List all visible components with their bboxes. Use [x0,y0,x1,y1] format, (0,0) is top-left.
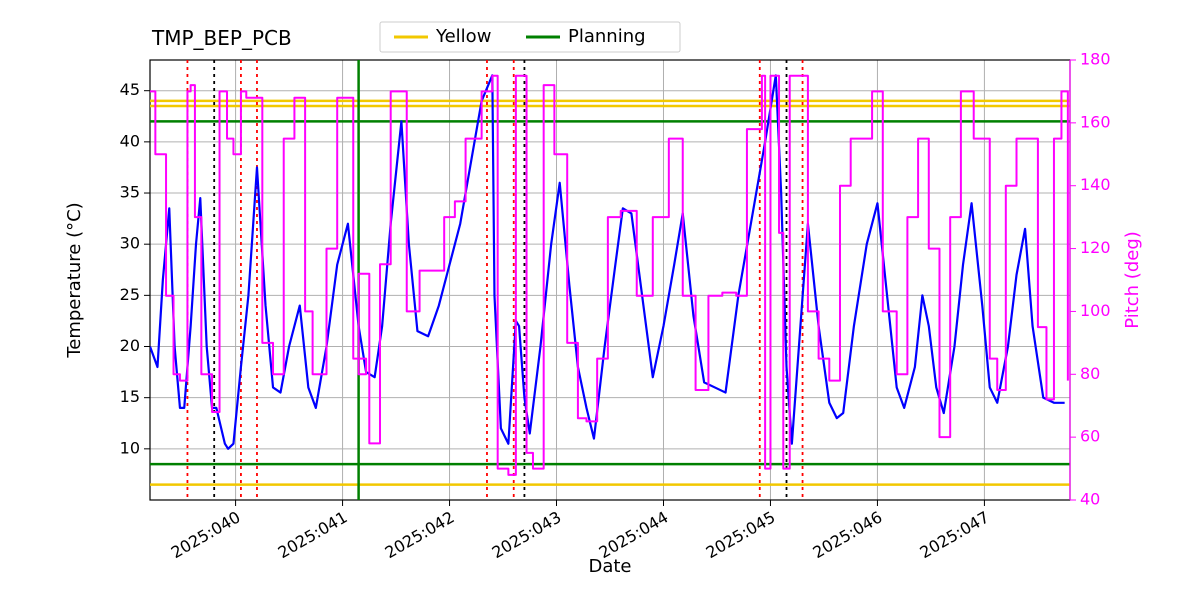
y-right-axis-label: Pitch (deg) [1122,231,1143,329]
legend-label: Yellow [435,26,491,47]
y-left-tick-label: 15 [120,387,140,406]
x-axis-label: Date [588,556,631,577]
y-left-tick-label: 25 [120,285,140,304]
y-left-tick-label: 10 [120,438,140,457]
y-left-tick-label: 20 [120,336,140,355]
y-right-tick-label: 100 [1080,301,1111,320]
y-left-tick-label: 35 [120,183,140,202]
y-left-tick-label: 40 [120,131,140,150]
y-left-tick-label: 45 [120,80,140,99]
y-right-tick-label: 60 [1080,427,1100,446]
y-right-tick-label: 180 [1080,50,1111,69]
y-right-tick-label: 140 [1080,175,1111,194]
y-right-tick-label: 160 [1080,112,1111,131]
legend-label: Planning [568,26,646,47]
y-right-tick-label: 80 [1080,364,1100,383]
chart-root: 2025:0402025:0412025:0422025:0432025:044… [0,0,1200,600]
y-right-tick-label: 120 [1080,238,1111,257]
legend: Yellow Planning [380,22,680,52]
y-right-tick-label: 40 [1080,490,1100,509]
y-left-axis-label: Temperature (°C) [64,202,85,358]
chart-title: TMP_BEP_PCB [151,26,292,50]
y-left-tick-label: 30 [120,234,140,253]
